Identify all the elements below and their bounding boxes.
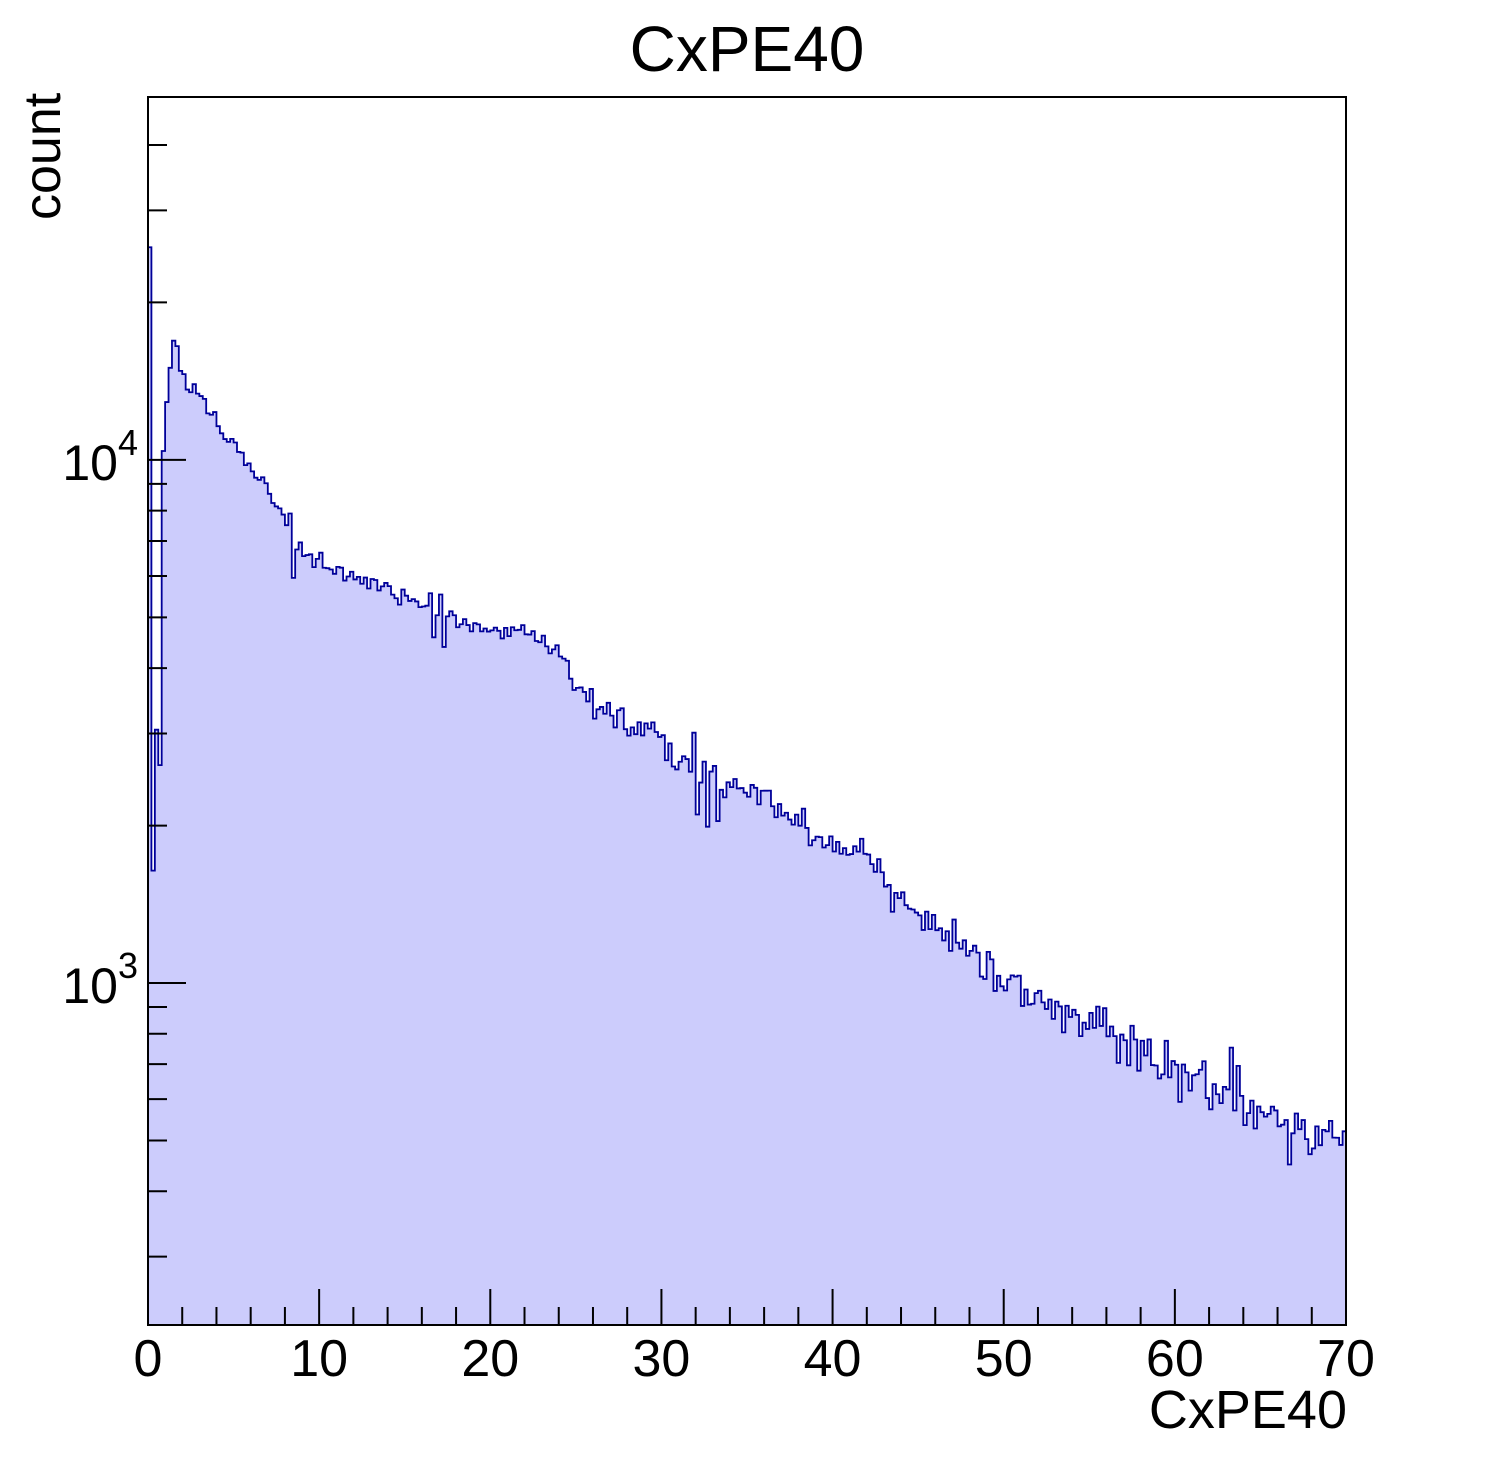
y-tick-label: 103 — [62, 945, 138, 1014]
plot-area: 0 10 20 30 40 50 60 70 103 104 — [62, 96, 1375, 1388]
x-tick-label: 10 — [290, 1330, 348, 1388]
y-tick-labels: 103 104 — [62, 422, 138, 1014]
x-axis-ticks — [147, 1289, 1347, 1325]
y-tick-label: 104 — [62, 422, 138, 491]
y-axis-ticks — [148, 143, 186, 1258]
histogram-series — [147, 246, 1347, 1326]
x-axis-title: CxPE40 — [1149, 1380, 1347, 1440]
x-tick-label: 70 — [1317, 1330, 1375, 1388]
plot-frame — [147, 96, 1347, 1326]
x-tick-label: 20 — [461, 1330, 519, 1388]
x-tick-label: 50 — [975, 1330, 1033, 1388]
x-tick-labels: 0 10 20 30 40 50 60 70 — [134, 1330, 1375, 1388]
x-tick-label: 0 — [134, 1330, 163, 1388]
y-axis-title: count — [14, 92, 72, 220]
x-tick-label: 60 — [1146, 1330, 1204, 1388]
chart-title: CxPE40 — [630, 13, 865, 85]
x-tick-label: 30 — [633, 1330, 691, 1388]
x-tick-label: 40 — [804, 1330, 862, 1388]
